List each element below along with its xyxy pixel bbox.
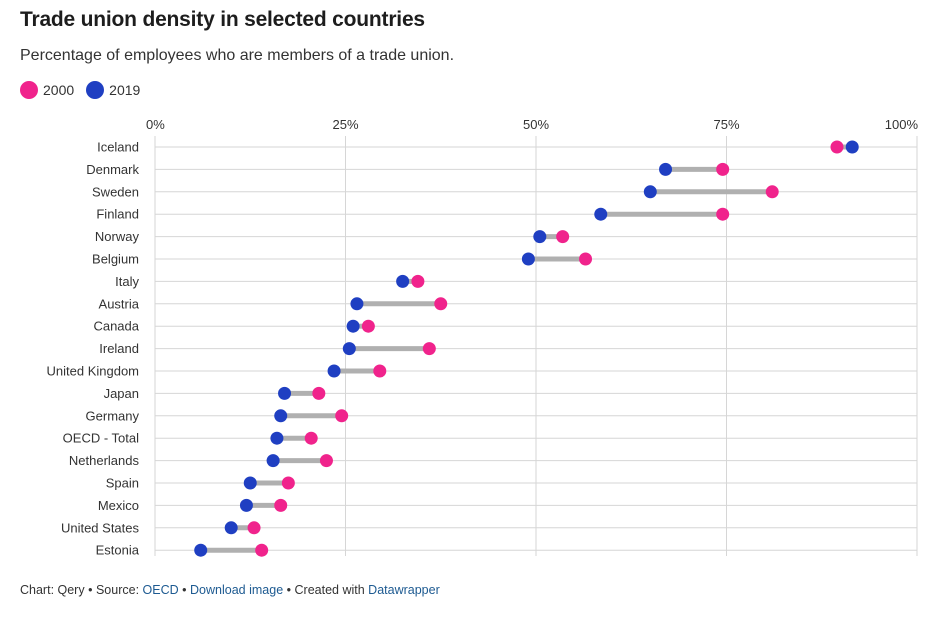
category-label: Denmark: [86, 162, 139, 177]
dot-2000: [434, 297, 448, 311]
dot-2019: [270, 431, 284, 445]
category-label: Sweden: [92, 184, 139, 199]
dot-2000: [255, 543, 269, 557]
footer-bullet: •: [182, 583, 187, 597]
dot-2019: [224, 521, 238, 535]
footer-created-label: Created with: [294, 583, 365, 597]
legend-item-2000: 2000: [20, 81, 74, 99]
dot-2019: [346, 319, 360, 333]
category-label: Estonia: [96, 543, 140, 558]
x-tick-label: 75%: [713, 117, 739, 132]
dot-2000: [716, 207, 730, 221]
x-tick-label: 50%: [523, 117, 549, 132]
legend-label-2000: 2000: [43, 82, 75, 98]
footer-source-label: Source:: [95, 583, 140, 597]
dot-2019: [594, 207, 608, 221]
x-tick-label: 0%: [146, 117, 165, 132]
dot-2019: [194, 543, 208, 557]
dot-2000: [373, 364, 387, 378]
category-label: Japan: [104, 386, 139, 401]
legend-swatch-2019: [86, 81, 105, 99]
dot-2019: [533, 230, 547, 244]
download-image-link[interactable]: Download image: [190, 583, 284, 597]
dot-2019: [278, 386, 292, 400]
dot-2000: [281, 476, 295, 490]
legend-label-2019: 2019: [109, 82, 141, 98]
category-label: Belgium: [92, 252, 139, 267]
category-label: Finland: [96, 207, 139, 222]
x-tick-label: 25%: [332, 117, 358, 132]
dot-2019: [659, 162, 673, 176]
dot-2019: [342, 342, 356, 356]
dot-2000: [411, 274, 425, 288]
category-label: Iceland: [97, 140, 139, 155]
footer-bullet: •: [88, 583, 93, 597]
dot-2000: [312, 386, 326, 400]
dot-2000: [422, 342, 436, 356]
dot-2019: [243, 476, 257, 490]
dot-2019: [266, 454, 280, 468]
dot-2019: [845, 140, 859, 154]
chart-title: Trade union density in selected countrie…: [20, 8, 425, 31]
category-label: Mexico: [98, 498, 139, 513]
category-label: Netherlands: [69, 453, 140, 468]
dot-2019: [239, 498, 253, 512]
footer-bullet: •: [286, 583, 292, 597]
dot-2000: [579, 252, 593, 266]
dot-2000: [556, 230, 570, 244]
category-label: Austria: [99, 296, 140, 311]
category-label: United Kingdom: [47, 364, 140, 379]
legend-item-2019: 2019: [86, 81, 140, 99]
dot-2000: [361, 319, 375, 333]
category-label: Canada: [93, 319, 139, 334]
category-label: United States: [61, 520, 140, 535]
legend-swatch-2000: [20, 81, 38, 99]
chart-footer: Chart: Qery • Source: OECD • Download im…: [20, 583, 440, 597]
dot-2000: [319, 454, 333, 468]
dot-2000: [765, 185, 779, 199]
dot-2000: [335, 409, 349, 423]
dot-2019: [274, 409, 288, 423]
dot-2019: [521, 252, 535, 266]
x-tick-label: 100%: [885, 117, 919, 132]
dot-2019: [327, 364, 341, 378]
category-label: Germany: [86, 408, 140, 423]
dot-2019: [643, 185, 657, 199]
category-label: Spain: [106, 476, 139, 491]
category-label: Ireland: [99, 341, 139, 356]
legend: 2000 2019: [20, 81, 152, 99]
dot-2019: [350, 297, 364, 311]
source-link[interactable]: OECD: [142, 583, 179, 597]
category-label: Italy: [115, 274, 139, 289]
chart-subtitle: Percentage of employees who are members …: [20, 47, 455, 64]
datawrapper-link[interactable]: Datawrapper: [368, 583, 440, 597]
dot-2000: [274, 498, 288, 512]
dot-2019: [396, 274, 410, 288]
footer-credit: Chart: Qery: [20, 583, 85, 597]
dot-2000: [247, 521, 261, 535]
category-label: OECD - Total: [63, 431, 139, 446]
dot-2000: [304, 431, 318, 445]
dot-range-chart: 0% 25% 50% 75% 100% Iceland Denmark Sweden Finla…: [47, 117, 919, 558]
dot-2000: [716, 162, 730, 176]
dot-2000: [830, 140, 844, 154]
category-label: Norway: [95, 229, 140, 244]
